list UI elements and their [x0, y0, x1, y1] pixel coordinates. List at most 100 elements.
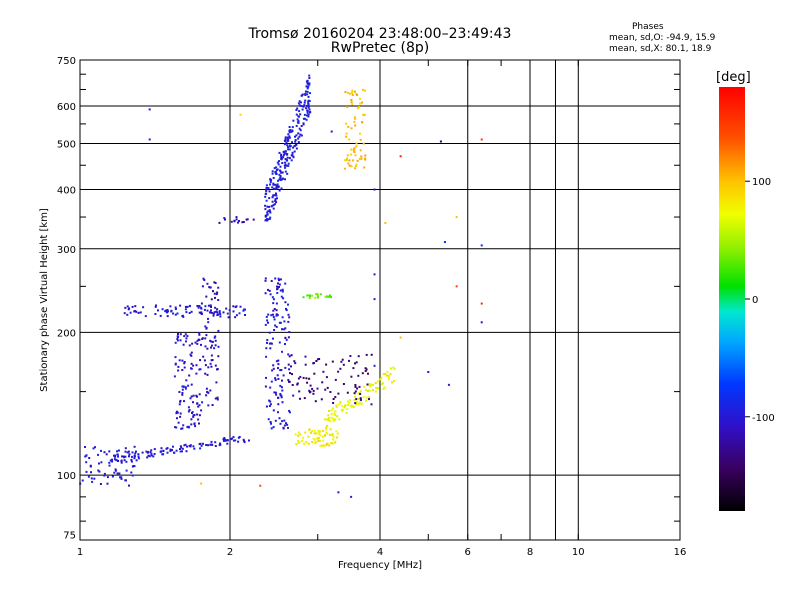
data-point — [210, 354, 213, 357]
data-point — [347, 125, 350, 128]
data-point — [265, 184, 268, 187]
data-point — [197, 306, 200, 309]
data-point — [197, 418, 200, 421]
data-point — [184, 443, 187, 446]
data-point — [173, 451, 176, 454]
data-point — [302, 376, 305, 379]
data-point — [346, 154, 349, 157]
data-point — [118, 472, 121, 475]
data-point — [181, 392, 184, 394]
data-point — [341, 358, 344, 361]
data-point — [306, 111, 309, 114]
data-point — [308, 82, 311, 85]
data-point — [284, 166, 287, 169]
data-point — [298, 110, 301, 113]
data-point — [114, 469, 117, 472]
data-point — [320, 398, 323, 401]
data-point — [387, 376, 390, 379]
data-point — [218, 444, 221, 447]
data-point — [215, 381, 218, 384]
data-point — [304, 94, 307, 96]
data-point — [190, 383, 193, 386]
data-point — [308, 74, 311, 77]
data-point — [332, 402, 335, 404]
data-point — [188, 312, 191, 314]
data-point — [330, 413, 333, 416]
data-point — [271, 369, 274, 372]
data-point — [288, 380, 291, 383]
data-point — [364, 89, 366, 92]
data-point — [341, 405, 344, 407]
grid-lines — [80, 60, 680, 540]
data-point — [384, 372, 387, 375]
data-point — [328, 434, 331, 436]
data-point — [281, 162, 284, 164]
data-point — [350, 101, 353, 104]
data-point — [276, 285, 278, 288]
data-point — [189, 444, 192, 447]
data-point — [111, 475, 114, 478]
data-point — [283, 424, 286, 427]
data-point — [135, 450, 137, 453]
data-point — [323, 444, 326, 447]
data-point — [324, 388, 327, 391]
data-point — [340, 360, 343, 363]
data-point — [306, 82, 309, 85]
data-point — [272, 364, 275, 367]
data-point — [379, 378, 382, 381]
data-point — [243, 441, 246, 444]
data-point — [217, 299, 220, 301]
data-point — [278, 189, 281, 192]
data-point — [192, 401, 194, 404]
data-point — [146, 456, 149, 459]
y-tick-label: 100 — [57, 471, 76, 482]
data-point — [207, 366, 210, 369]
data-point — [309, 111, 311, 114]
data-point — [321, 430, 324, 432]
data-point — [308, 428, 311, 431]
data-point — [183, 444, 186, 447]
data-point — [359, 138, 362, 141]
data-point — [295, 109, 298, 111]
data-point — [306, 294, 309, 297]
data-point — [199, 306, 202, 309]
data-point — [363, 385, 365, 388]
data-point — [201, 401, 204, 404]
data-point — [332, 438, 335, 441]
data-point — [284, 161, 287, 164]
data-point — [154, 305, 157, 308]
data-point — [341, 408, 343, 411]
data-point — [359, 390, 362, 393]
data-point — [278, 151, 281, 154]
data-point — [290, 130, 293, 133]
data-point — [176, 337, 179, 340]
data-point — [84, 455, 87, 458]
data-point — [287, 133, 290, 136]
data-point — [329, 428, 332, 431]
data-point — [286, 423, 289, 426]
data-point — [346, 157, 348, 160]
data-point — [198, 422, 200, 425]
data-point — [275, 201, 278, 204]
data-point — [333, 412, 336, 415]
data-point — [338, 418, 341, 421]
data-point — [305, 80, 308, 83]
data-point — [197, 405, 200, 408]
data-point — [186, 335, 189, 338]
x-axis-label: Frequency [MHz] — [338, 560, 422, 571]
data-point — [171, 449, 173, 452]
data-point — [308, 297, 311, 300]
data-point — [356, 159, 359, 162]
data-point — [287, 379, 290, 381]
data-point — [348, 399, 351, 402]
data-point — [223, 437, 226, 439]
data-point — [300, 134, 303, 137]
data-point — [279, 175, 282, 178]
data-point — [211, 340, 214, 343]
data-point — [335, 404, 338, 407]
data-point — [195, 394, 198, 397]
data-point — [342, 383, 345, 385]
data-point — [120, 476, 123, 479]
data-point — [296, 118, 299, 121]
data-point — [192, 364, 195, 367]
